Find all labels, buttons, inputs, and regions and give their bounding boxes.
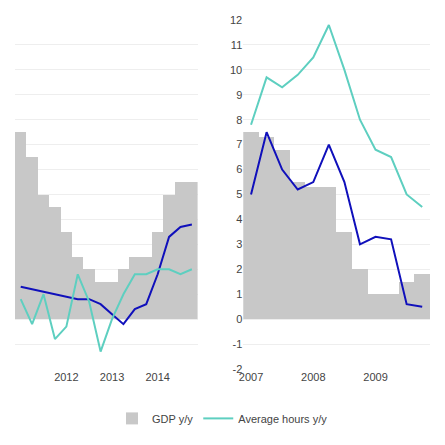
- svg-text:0: 0: [236, 313, 242, 325]
- svg-text:5: 5: [236, 188, 242, 200]
- svg-text:3: 3: [236, 238, 242, 250]
- svg-text:9: 9: [236, 89, 242, 101]
- svg-text:8: 8: [236, 114, 242, 126]
- svg-text:10: 10: [230, 64, 242, 76]
- svg-text:2009: 2009: [363, 371, 387, 383]
- svg-text:-1: -1: [232, 338, 242, 350]
- svg-text:2008: 2008: [301, 371, 325, 383]
- svg-text:Average hours y/y: Average hours y/y: [238, 413, 327, 425]
- svg-text:2013: 2013: [100, 371, 124, 383]
- svg-text:2012: 2012: [54, 371, 78, 383]
- svg-text:7: 7: [236, 138, 242, 150]
- svg-text:2: 2: [236, 263, 242, 275]
- svg-text:2014: 2014: [145, 371, 169, 383]
- svg-text:2007: 2007: [239, 371, 263, 383]
- svg-text:GDP y/y: GDP y/y: [152, 413, 193, 425]
- svg-text:12: 12: [230, 14, 242, 26]
- svg-text:1: 1: [236, 288, 242, 300]
- svg-text:4: 4: [236, 213, 242, 225]
- svg-text:-2: -2: [232, 363, 242, 375]
- svg-text:11: 11: [231, 39, 242, 51]
- svg-text:6: 6: [236, 163, 242, 175]
